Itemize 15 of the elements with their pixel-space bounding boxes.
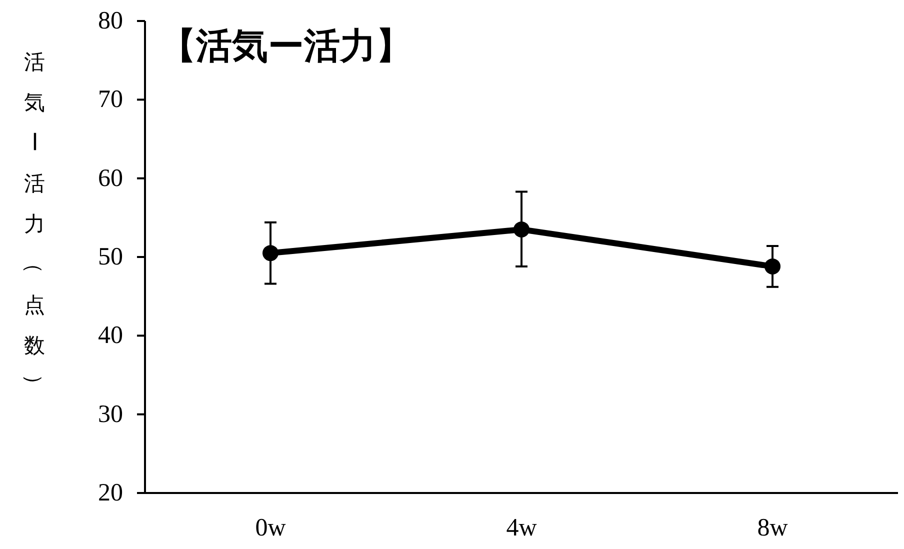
chart-title: 【活気ー活力】: [160, 25, 412, 66]
y-tick-label: 80: [98, 8, 123, 34]
point: [764, 258, 780, 274]
y-tick-label: 40: [98, 322, 123, 350]
point: [262, 245, 278, 262]
x-tick-label: 4w: [506, 514, 537, 542]
x-tick-label: 0w: [255, 514, 286, 542]
y-tick-label: 70: [98, 86, 123, 114]
y-tick-label: 20: [98, 480, 123, 506]
y-axis-title: 活気ー活力（点数）: [22, 51, 45, 395]
point: [514, 221, 530, 238]
y-tick-label: 50: [98, 244, 123, 270]
y-tick-label: 30: [98, 400, 123, 428]
x-tick-label: 8w: [757, 514, 788, 542]
y-tick-label: 60: [98, 164, 123, 192]
